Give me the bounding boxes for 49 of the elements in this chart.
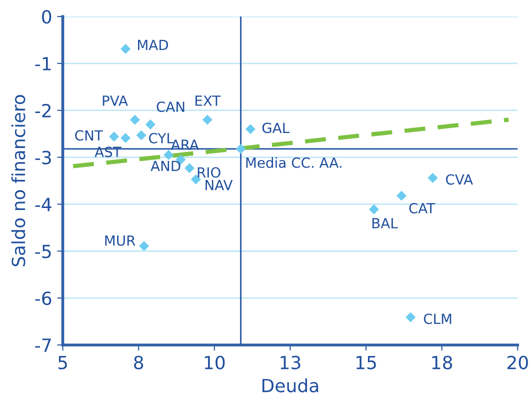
point: [136, 130, 146, 140]
point: [428, 172, 438, 183]
annotation: AST: [94, 146, 122, 158]
annotation: CLM: [424, 314, 452, 324]
y-tick-label: -3: [35, 150, 51, 164]
point: [139, 240, 150, 251]
annotation: CAT: [409, 202, 436, 214]
annotation: CVA: [446, 174, 473, 185]
x-tick-label: 15: [356, 356, 376, 370]
x-tick-label: 5: [58, 356, 67, 370]
annotation: NAV: [206, 180, 233, 190]
y-axis-title: Saldo no financiero: [11, 95, 26, 266]
y-tick-label: -2: [35, 104, 51, 118]
point: [245, 124, 256, 134]
x-tick-label: 20: [507, 356, 528, 370]
y-tick-label: -4: [35, 198, 52, 212]
point: [120, 44, 131, 54]
annotation: AND: [150, 160, 180, 172]
y-tick-label: -5: [35, 244, 51, 258]
x-tick-label: 13: [280, 356, 300, 370]
x-tick-label: 8: [134, 356, 144, 370]
annotation: EXT: [196, 96, 221, 106]
point: [368, 204, 379, 214]
point: [130, 114, 140, 125]
annotation: RIO: [198, 167, 220, 178]
annotation: CAN: [156, 102, 184, 112]
point: [236, 144, 246, 154]
x-axis-title: Deuda: [262, 378, 318, 392]
annotation: BAL: [372, 218, 398, 228]
x-tick-label: 10: [204, 356, 225, 370]
point: [406, 312, 416, 322]
point: [145, 119, 156, 130]
annotation: GAL: [262, 122, 290, 134]
annotation: CNT: [75, 130, 103, 141]
point: [184, 163, 195, 174]
annotation: Media CC. AA.: [246, 157, 342, 168]
annotation: PVA: [102, 96, 128, 106]
point: [120, 133, 131, 144]
annotation: MAD: [138, 40, 168, 50]
annotation: MUR: [105, 236, 136, 246]
y-tick-label: -1: [35, 57, 51, 70]
y-tick-label: 0: [42, 10, 52, 24]
point: [164, 150, 174, 160]
point: [202, 114, 212, 125]
y-tick-label: -7: [35, 338, 51, 352]
x-tick-label: 18: [432, 356, 452, 370]
point: [396, 190, 406, 201]
point: [109, 132, 120, 142]
y-tick-label: -6: [35, 292, 52, 306]
